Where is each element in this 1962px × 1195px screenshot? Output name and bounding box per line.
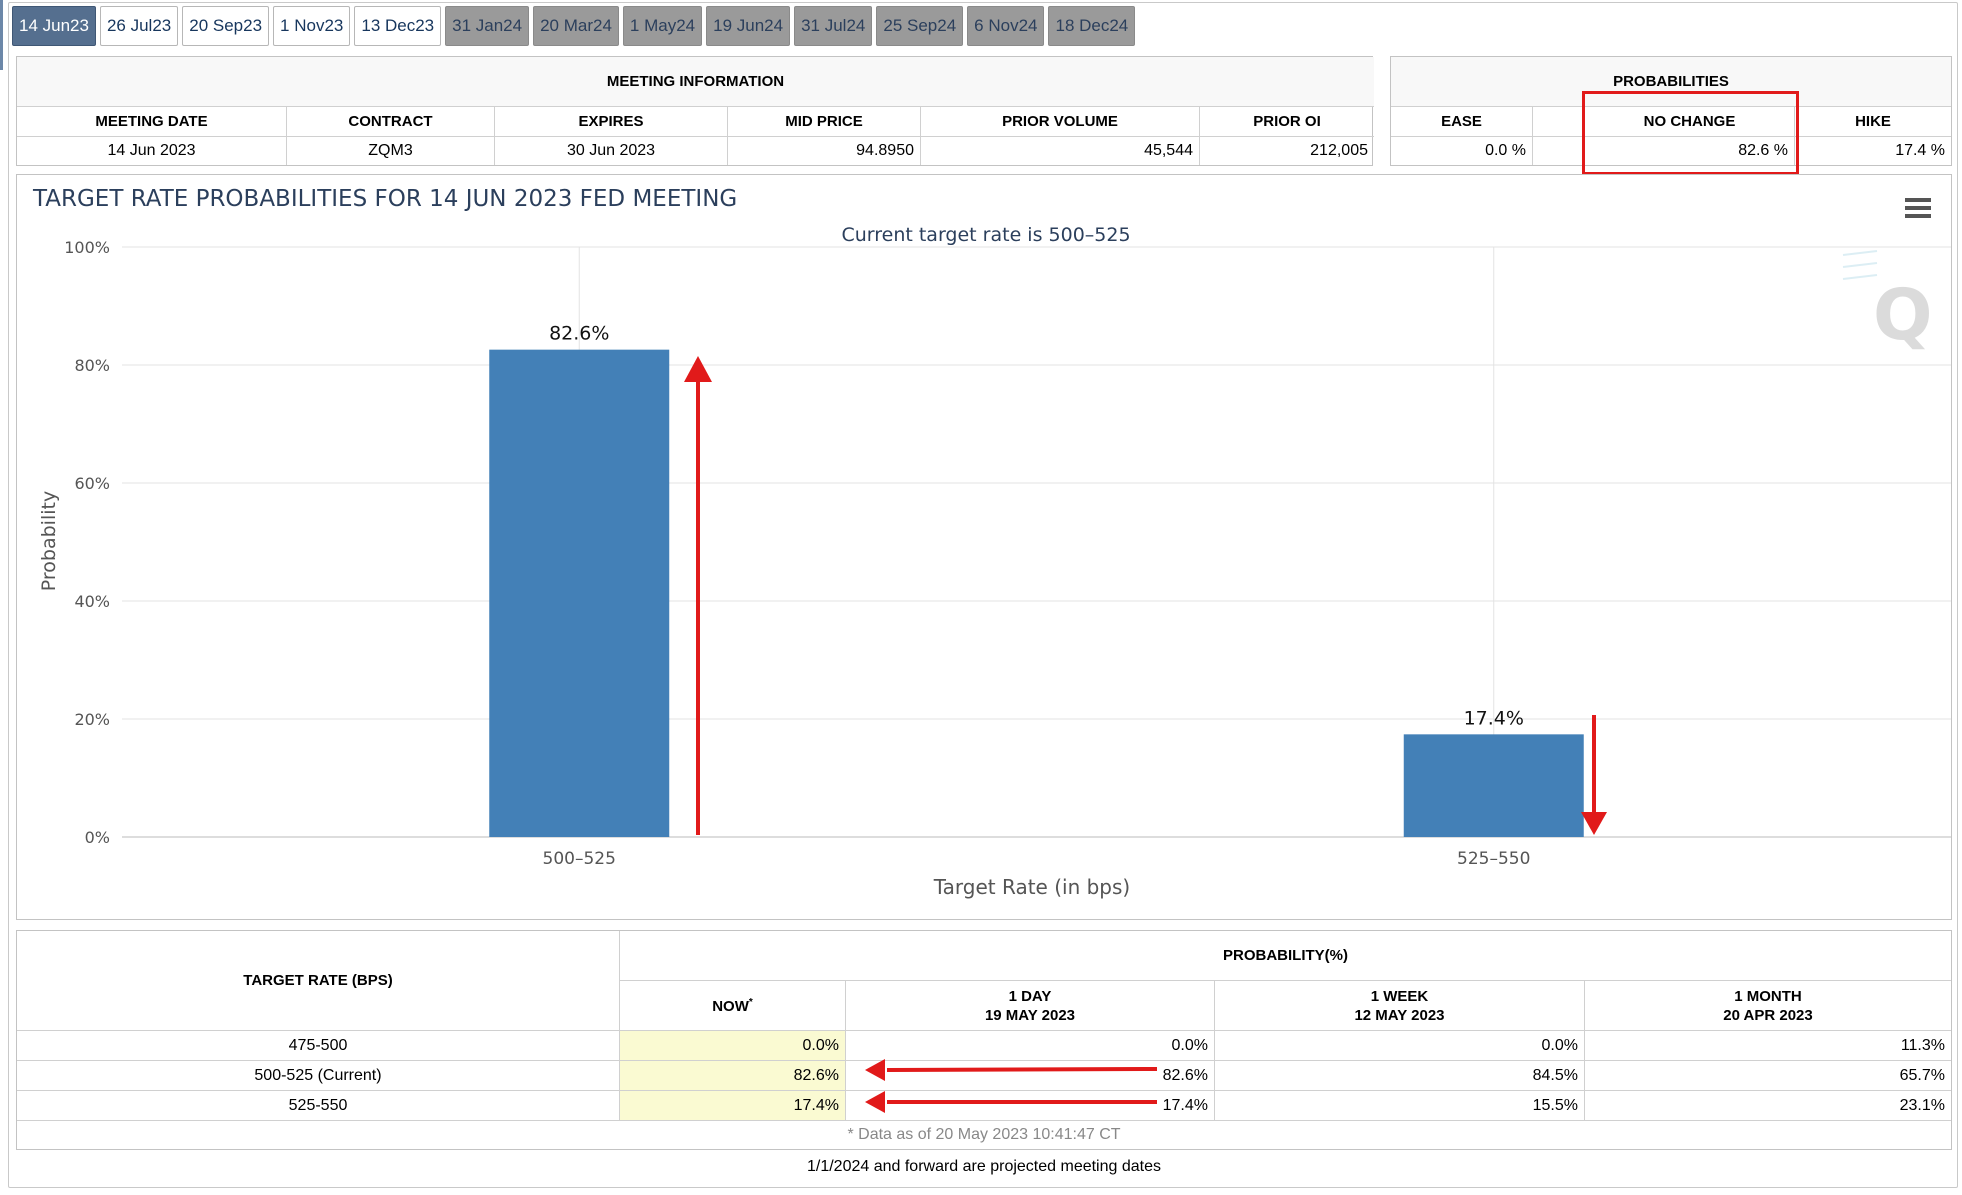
bar-2[interactable] — [1403, 734, 1584, 837]
chart-title: TARGET RATE PROBABILITIES FOR 14 JUN 202… — [32, 186, 737, 212]
header-1-week: 1 WEEK 12 MAY 2023 — [1215, 981, 1585, 1031]
row-1-rate: 475-500 — [17, 1031, 620, 1061]
row-3-week: 15.5% — [1215, 1091, 1585, 1121]
row-2-rate: 500-525 (Current) — [17, 1061, 620, 1091]
meeting-information-title: MEETING INFORMATION — [17, 57, 1374, 107]
left-arrow-row-2 — [865, 1059, 1158, 1081]
y-tick-label: 20% — [74, 710, 110, 729]
row-2-day: 82.6% — [846, 1061, 1215, 1091]
header-prior-volume: PRIOR VOLUME — [921, 107, 1200, 137]
value-mid-price: 94.8950 — [728, 137, 921, 165]
header-1-day: 1 DAY 19 MAY 2023 — [846, 981, 1215, 1031]
chart-panel: TARGET RATE PROBABILITIES FOR 14 JUN 202… — [16, 174, 1952, 920]
bar-data-label: 82.6% — [549, 323, 609, 345]
value-spacer — [1533, 137, 1585, 165]
down-arrow-annotation — [1581, 715, 1607, 835]
header-probability: PROBABILITY(%) — [620, 931, 1951, 981]
value-expires: 30 Jun 2023 — [495, 137, 728, 165]
header-contract: CONTRACT — [287, 107, 495, 137]
tab-meeting-8[interactable]: 1 May24 — [622, 6, 703, 46]
bar-1[interactable] — [489, 349, 670, 837]
row-1-month: 11.3% — [1585, 1031, 1951, 1061]
value-hike: 17.4 % — [1895, 142, 1945, 159]
header-target-rate: TARGET RATE (BPS) — [17, 931, 620, 1031]
hamburger-menu-icon[interactable] — [1905, 198, 1931, 218]
svg-text:Q: Q — [1873, 274, 1933, 356]
row-3-month: 23.1% — [1585, 1091, 1951, 1121]
probabilities-table: PROBABILITIES EASE NO CHANGE HIKE 0.0 % … — [1390, 56, 1952, 166]
y-tick-label: 60% — [74, 474, 110, 493]
meeting-information-table: MEETING INFORMATION MEETING DATE CONTRAC… — [16, 56, 1374, 166]
row-3-day: 17.4% — [846, 1091, 1215, 1121]
header-prior-oi: PRIOR OI — [1200, 107, 1374, 137]
tab-meeting-6[interactable]: 31 Jan24 — [445, 6, 530, 46]
tab-meeting-2[interactable]: 26 Jul23 — [99, 6, 179, 46]
left-arrow-row-3 — [865, 1091, 1157, 1113]
tab-meeting-5[interactable]: 13 Dec23 — [354, 6, 442, 46]
value-no-change: 82.6 % — [1585, 137, 1795, 165]
row-2-now: 82.6% — [620, 1061, 846, 1091]
meeting-date-tabs: 14 Jun23 26 Jul23 20 Sep23 1 Nov23 13 De… — [12, 6, 1136, 46]
probability-history-table: TARGET RATE (BPS) PROBABILITY(%) NOW* 1 … — [16, 930, 1952, 1150]
app-frame — [8, 2, 1958, 1188]
header-hike: HIKE — [1795, 107, 1951, 137]
header-mid-price: MID PRICE — [728, 107, 921, 137]
header-1-month: 1 MONTH 20 APR 2023 — [1585, 981, 1951, 1031]
row-1-now: 0.0% — [620, 1031, 846, 1061]
row-2-month: 65.7% — [1585, 1061, 1951, 1091]
x-tick-label: 525–550 — [1457, 849, 1530, 869]
tab-meeting-10[interactable]: 31 Jul24 — [794, 6, 873, 46]
probabilities-title: PROBABILITIES — [1391, 57, 1951, 107]
tab-meeting-12[interactable]: 6 Nov24 — [967, 6, 1045, 46]
value-prior-oi: 212,005 — [1310, 142, 1368, 159]
header-expires: EXPIRES — [495, 107, 728, 137]
y-tick-label: 100% — [64, 238, 110, 257]
y-axis-label: Probability — [38, 491, 60, 591]
tab-meeting-1[interactable]: 14 Jun23 — [12, 6, 96, 46]
x-axis-label: Target Rate (in bps) — [933, 875, 1130, 899]
q-logo-icon: Q — [1842, 250, 1933, 356]
row-2-week: 84.5% — [1215, 1061, 1585, 1091]
y-tick-label: 80% — [74, 356, 110, 375]
value-meeting-date: 14 Jun 2023 — [17, 137, 287, 165]
tab-meeting-3[interactable]: 20 Sep23 — [182, 6, 270, 46]
row-1-week: 0.0% — [1215, 1031, 1585, 1061]
left-edge-bar — [0, 0, 3, 70]
table-arrows — [865, 1059, 1158, 1113]
row-3-rate: 525-550 — [17, 1091, 620, 1121]
data-timestamp-note: * Data as of 20 May 2023 10:41:47 CT — [847, 1126, 1121, 1143]
bar-data-label: 17.4% — [1464, 707, 1524, 729]
target-rate-chart: TARGET RATE PROBABILITIES FOR 14 JUN 202… — [32, 186, 1951, 899]
value-ease: 0.0 % — [1391, 137, 1533, 165]
tab-meeting-7[interactable]: 20 Mar24 — [533, 6, 619, 46]
tab-meeting-4[interactable]: 1 Nov23 — [273, 6, 351, 46]
x-tick-label: 500–525 — [543, 849, 616, 869]
row-3-now: 17.4% — [620, 1091, 846, 1121]
value-contract: ZQM3 — [287, 137, 495, 165]
projected-dates-footer: 1/1/2024 and forward are projected meeti… — [806, 1158, 1161, 1175]
chart-subtitle: Current target rate is 500–525 — [841, 224, 1130, 246]
tab-meeting-11[interactable]: 25 Sep24 — [876, 6, 964, 46]
y-tick-label: 40% — [74, 592, 110, 611]
y-tick-label: 0% — [85, 828, 110, 847]
header-now: NOW* — [620, 981, 846, 1031]
tab-meeting-9[interactable]: 19 Jun24 — [706, 6, 791, 46]
tab-meeting-13[interactable]: 18 Dec24 — [1048, 6, 1136, 46]
no-change-highlight — [1582, 91, 1799, 175]
value-prior-volume: 45,544 — [921, 137, 1200, 165]
up-arrow-annotation — [684, 356, 712, 835]
header-no-change: NO CHANGE — [1585, 107, 1795, 137]
header-meeting-date: MEETING DATE — [17, 107, 287, 137]
row-1-day: 0.0% — [846, 1031, 1215, 1061]
header-spacer — [1533, 107, 1585, 137]
header-ease: EASE — [1391, 107, 1533, 137]
